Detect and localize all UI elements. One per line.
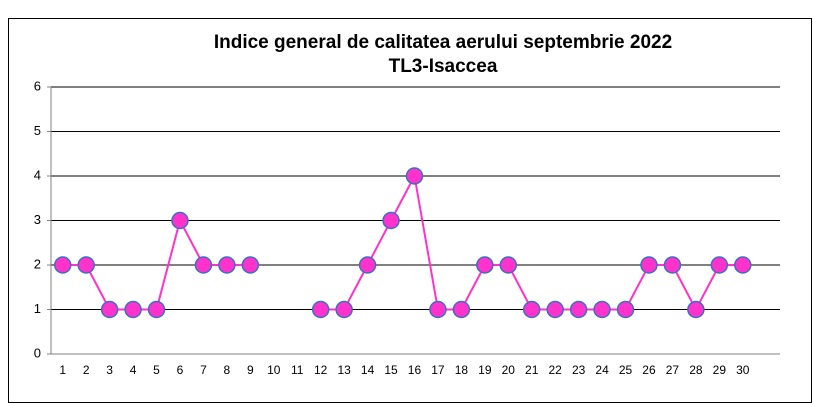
x-tick-label: 6 bbox=[177, 363, 184, 377]
data-point bbox=[663, 256, 682, 274]
y-tick-label: 4 bbox=[34, 167, 41, 182]
x-tick-label: 1 bbox=[59, 363, 66, 377]
x-tick-label: 26 bbox=[642, 363, 656, 377]
data-point bbox=[77, 256, 95, 274]
x-tick-label: 19 bbox=[478, 363, 492, 377]
x-tick-label: 2 bbox=[83, 363, 90, 377]
y-tick-label: 0 bbox=[34, 345, 41, 360]
data-point bbox=[171, 211, 189, 230]
data-point bbox=[100, 300, 119, 319]
data-point bbox=[147, 300, 166, 319]
data-point bbox=[218, 256, 236, 274]
data-point bbox=[546, 300, 564, 319]
x-tick-label: 21 bbox=[525, 363, 539, 377]
data-point bbox=[194, 256, 213, 274]
data-point bbox=[405, 167, 424, 185]
data-point bbox=[335, 300, 353, 319]
data-point bbox=[593, 300, 611, 319]
y-tick-label: 1 bbox=[34, 301, 41, 316]
x-tick-label: 8 bbox=[224, 363, 231, 377]
x-tick-label: 10 bbox=[267, 363, 281, 377]
data-point bbox=[616, 300, 635, 319]
x-tick-label: 16 bbox=[408, 363, 422, 377]
data-point bbox=[640, 256, 658, 274]
chart-subtitle: TL3-Isaccea bbox=[389, 56, 498, 77]
data-point bbox=[522, 300, 541, 319]
y-tick-label: 5 bbox=[34, 123, 41, 138]
data-point bbox=[124, 300, 142, 319]
data-point bbox=[311, 300, 330, 319]
x-tick-label: 5 bbox=[153, 363, 160, 377]
data-point bbox=[499, 256, 518, 274]
x-tick-label: 18 bbox=[455, 363, 469, 377]
x-tick-label: 29 bbox=[713, 363, 727, 377]
y-tick-label: 6 bbox=[34, 78, 41, 93]
data-point bbox=[710, 256, 729, 274]
x-tick-label: 15 bbox=[384, 363, 398, 377]
x-tick-label: 27 bbox=[666, 363, 680, 377]
data-point bbox=[569, 300, 588, 319]
data-point bbox=[382, 211, 400, 230]
x-tick-label: 9 bbox=[247, 363, 254, 377]
data-point bbox=[476, 256, 494, 274]
chart-title: Indice general de calitatea aerului sept… bbox=[214, 32, 672, 53]
chart-border bbox=[8, 18, 812, 403]
x-tick-label: 7 bbox=[200, 363, 207, 377]
x-tick-label: 14 bbox=[361, 363, 375, 377]
x-tick-label: 25 bbox=[619, 363, 633, 377]
x-tick-label: 4 bbox=[130, 363, 137, 377]
data-point bbox=[452, 300, 471, 319]
x-tick-label: 12 bbox=[314, 363, 328, 377]
data-point bbox=[241, 256, 260, 274]
x-tick-label: 23 bbox=[572, 363, 586, 377]
data-point bbox=[53, 256, 72, 274]
x-tick-label: 22 bbox=[548, 363, 562, 377]
x-tick-label: 20 bbox=[502, 363, 516, 377]
x-tick-label: 13 bbox=[337, 363, 351, 377]
x-tick-label: 24 bbox=[595, 363, 609, 377]
data-point bbox=[687, 300, 705, 319]
data-point bbox=[358, 256, 377, 274]
x-tick-label: 3 bbox=[106, 363, 113, 377]
data-point bbox=[429, 300, 447, 319]
x-tick-label: 17 bbox=[431, 363, 445, 377]
x-tick-label: 28 bbox=[689, 363, 703, 377]
y-tick-label: 2 bbox=[34, 256, 41, 271]
x-tick-label: 11 bbox=[291, 363, 304, 377]
data-point bbox=[734, 256, 752, 274]
x-tick-label: 30 bbox=[736, 363, 750, 377]
y-tick-label: 3 bbox=[34, 212, 41, 227]
